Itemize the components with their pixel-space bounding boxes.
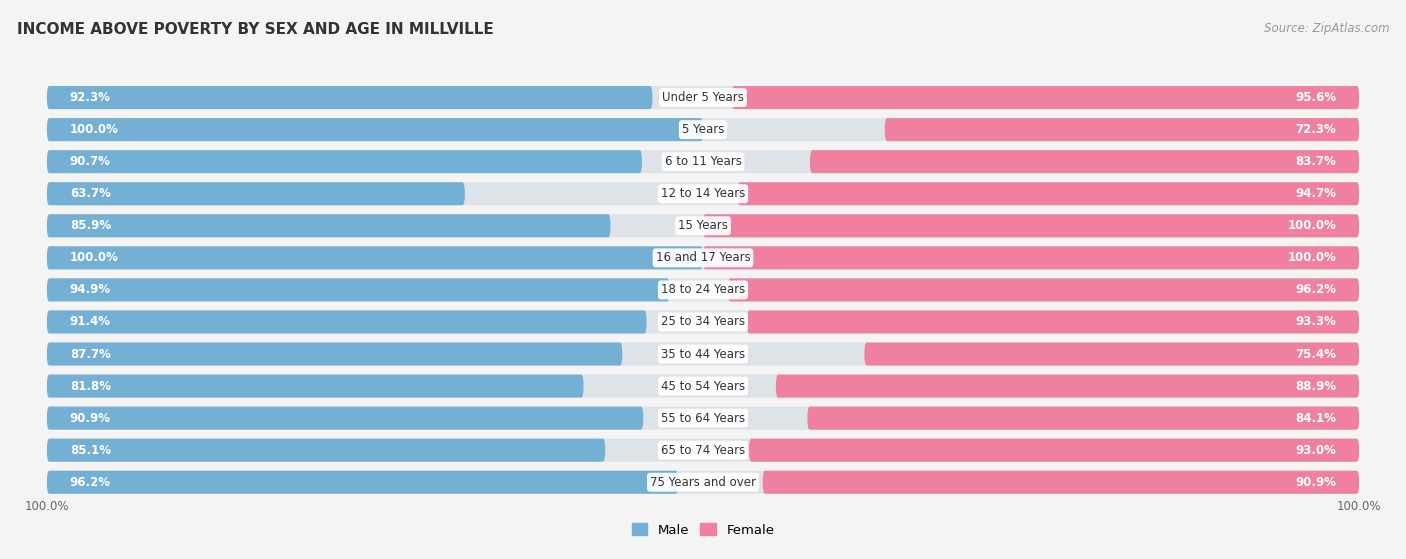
Text: 92.3%: 92.3% <box>70 91 111 104</box>
FancyBboxPatch shape <box>46 247 1360 269</box>
Text: 87.7%: 87.7% <box>70 348 111 361</box>
FancyBboxPatch shape <box>703 214 1360 238</box>
FancyBboxPatch shape <box>46 247 703 269</box>
Text: 93.0%: 93.0% <box>1295 444 1336 457</box>
Text: 90.9%: 90.9% <box>70 411 111 425</box>
Text: 81.8%: 81.8% <box>70 380 111 392</box>
Text: 91.4%: 91.4% <box>70 315 111 329</box>
Text: 84.1%: 84.1% <box>1295 411 1336 425</box>
FancyBboxPatch shape <box>46 278 1360 301</box>
Text: 85.1%: 85.1% <box>70 444 111 457</box>
FancyBboxPatch shape <box>46 182 465 205</box>
FancyBboxPatch shape <box>807 406 1360 430</box>
Text: 16 and 17 Years: 16 and 17 Years <box>655 252 751 264</box>
Text: 12 to 14 Years: 12 to 14 Years <box>661 187 745 200</box>
FancyBboxPatch shape <box>46 118 1360 141</box>
Text: 100.0%: 100.0% <box>1288 219 1336 233</box>
FancyBboxPatch shape <box>776 375 1360 397</box>
FancyBboxPatch shape <box>46 86 1360 109</box>
FancyBboxPatch shape <box>46 439 605 462</box>
FancyBboxPatch shape <box>46 406 1360 430</box>
Text: 5 Years: 5 Years <box>682 123 724 136</box>
Text: 96.2%: 96.2% <box>70 476 111 489</box>
FancyBboxPatch shape <box>46 150 643 173</box>
FancyBboxPatch shape <box>46 343 1360 366</box>
FancyBboxPatch shape <box>738 182 1360 205</box>
FancyBboxPatch shape <box>46 86 652 109</box>
Text: 63.7%: 63.7% <box>70 187 111 200</box>
Text: 100.0%: 100.0% <box>1337 500 1381 513</box>
FancyBboxPatch shape <box>46 439 1360 462</box>
FancyBboxPatch shape <box>865 343 1360 366</box>
Text: 100.0%: 100.0% <box>1288 252 1336 264</box>
Text: 35 to 44 Years: 35 to 44 Years <box>661 348 745 361</box>
Text: 85.9%: 85.9% <box>70 219 111 233</box>
Text: 65 to 74 Years: 65 to 74 Years <box>661 444 745 457</box>
FancyBboxPatch shape <box>46 118 703 141</box>
FancyBboxPatch shape <box>46 310 1360 334</box>
FancyBboxPatch shape <box>46 182 1360 205</box>
Text: 45 to 54 Years: 45 to 54 Years <box>661 380 745 392</box>
Text: 18 to 24 Years: 18 to 24 Years <box>661 283 745 296</box>
Text: 83.7%: 83.7% <box>1295 155 1336 168</box>
Text: 96.2%: 96.2% <box>1295 283 1336 296</box>
Text: 100.0%: 100.0% <box>25 500 69 513</box>
Text: 95.6%: 95.6% <box>1295 91 1336 104</box>
Text: 100.0%: 100.0% <box>70 252 118 264</box>
FancyBboxPatch shape <box>46 150 1360 173</box>
FancyBboxPatch shape <box>703 247 1360 269</box>
FancyBboxPatch shape <box>46 310 647 334</box>
FancyBboxPatch shape <box>46 343 623 366</box>
Text: 94.9%: 94.9% <box>70 283 111 296</box>
Text: 94.7%: 94.7% <box>1295 187 1336 200</box>
Text: Under 5 Years: Under 5 Years <box>662 91 744 104</box>
FancyBboxPatch shape <box>733 86 1360 109</box>
FancyBboxPatch shape <box>46 278 669 301</box>
Text: 93.3%: 93.3% <box>1295 315 1336 329</box>
Text: 90.7%: 90.7% <box>70 155 111 168</box>
Legend: Male, Female: Male, Female <box>626 518 780 542</box>
FancyBboxPatch shape <box>884 118 1360 141</box>
FancyBboxPatch shape <box>810 150 1360 173</box>
FancyBboxPatch shape <box>46 375 583 397</box>
FancyBboxPatch shape <box>46 375 1360 397</box>
Text: INCOME ABOVE POVERTY BY SEX AND AGE IN MILLVILLE: INCOME ABOVE POVERTY BY SEX AND AGE IN M… <box>17 22 494 37</box>
FancyBboxPatch shape <box>749 439 1360 462</box>
FancyBboxPatch shape <box>728 278 1360 301</box>
FancyBboxPatch shape <box>46 471 678 494</box>
Text: 90.9%: 90.9% <box>1295 476 1336 489</box>
Text: Source: ZipAtlas.com: Source: ZipAtlas.com <box>1264 22 1389 35</box>
FancyBboxPatch shape <box>46 214 1360 238</box>
Text: 100.0%: 100.0% <box>70 123 118 136</box>
Text: 75 Years and over: 75 Years and over <box>650 476 756 489</box>
Text: 6 to 11 Years: 6 to 11 Years <box>665 155 741 168</box>
Text: 75.4%: 75.4% <box>1295 348 1336 361</box>
FancyBboxPatch shape <box>46 214 610 238</box>
Text: 25 to 34 Years: 25 to 34 Years <box>661 315 745 329</box>
FancyBboxPatch shape <box>762 471 1360 494</box>
FancyBboxPatch shape <box>747 310 1360 334</box>
FancyBboxPatch shape <box>46 406 644 430</box>
Text: 15 Years: 15 Years <box>678 219 728 233</box>
FancyBboxPatch shape <box>46 471 1360 494</box>
Text: 55 to 64 Years: 55 to 64 Years <box>661 411 745 425</box>
Text: 72.3%: 72.3% <box>1295 123 1336 136</box>
Text: 88.9%: 88.9% <box>1295 380 1336 392</box>
